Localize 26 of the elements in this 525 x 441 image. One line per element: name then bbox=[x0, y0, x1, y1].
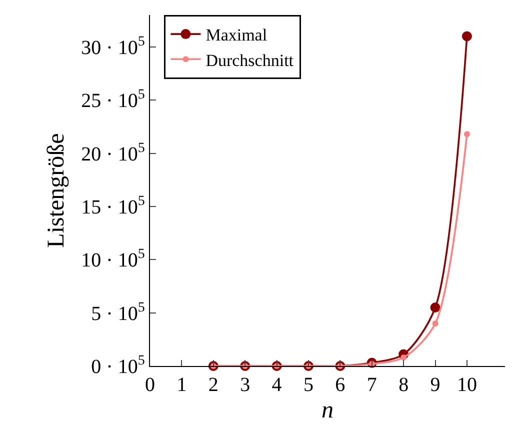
x-tick-label: 8 bbox=[398, 374, 409, 396]
y-tick-label: 10 · 10$^{5}$ bbox=[81, 247, 145, 272]
y-tick-label: 20 · 10$^{5}$ bbox=[81, 140, 145, 166]
x-tick-label: 0 bbox=[145, 374, 155, 396]
legend-label: Durchschnitt bbox=[206, 50, 294, 70]
x-axis-title: n bbox=[322, 397, 334, 424]
legend-label: Maximal bbox=[206, 26, 268, 45]
y-tick-label: 5 · 10$^{5}$ bbox=[91, 300, 145, 325]
x-tick-label: 7 bbox=[366, 374, 377, 396]
x-tick-label: 4 bbox=[272, 374, 282, 396]
y-tick-label: 25 · 10$^{5}$ bbox=[81, 88, 145, 112]
point bbox=[430, 302, 440, 312]
point bbox=[432, 320, 438, 326]
x-tick-label: 5 bbox=[303, 374, 314, 396]
x-tick-label: 6 bbox=[335, 374, 346, 396]
x-tick-label: 10 bbox=[456, 374, 477, 396]
point bbox=[462, 31, 472, 42]
y-tick-label: 0 · 10$^{5}$ bbox=[91, 354, 145, 378]
x-tick-label: 2 bbox=[208, 374, 218, 396]
x-tick-label: 1 bbox=[176, 374, 187, 396]
y-tick-label: 15 · 10$^{5}$ bbox=[81, 194, 145, 218]
y-tick-label: 30 · 10$^{5}$ bbox=[81, 34, 145, 59]
x-tick-label: 9 bbox=[430, 374, 440, 396]
point bbox=[464, 131, 470, 138]
y-axis-title: Listengröße bbox=[43, 133, 70, 248]
x-tick-label: 3 bbox=[240, 374, 250, 396]
